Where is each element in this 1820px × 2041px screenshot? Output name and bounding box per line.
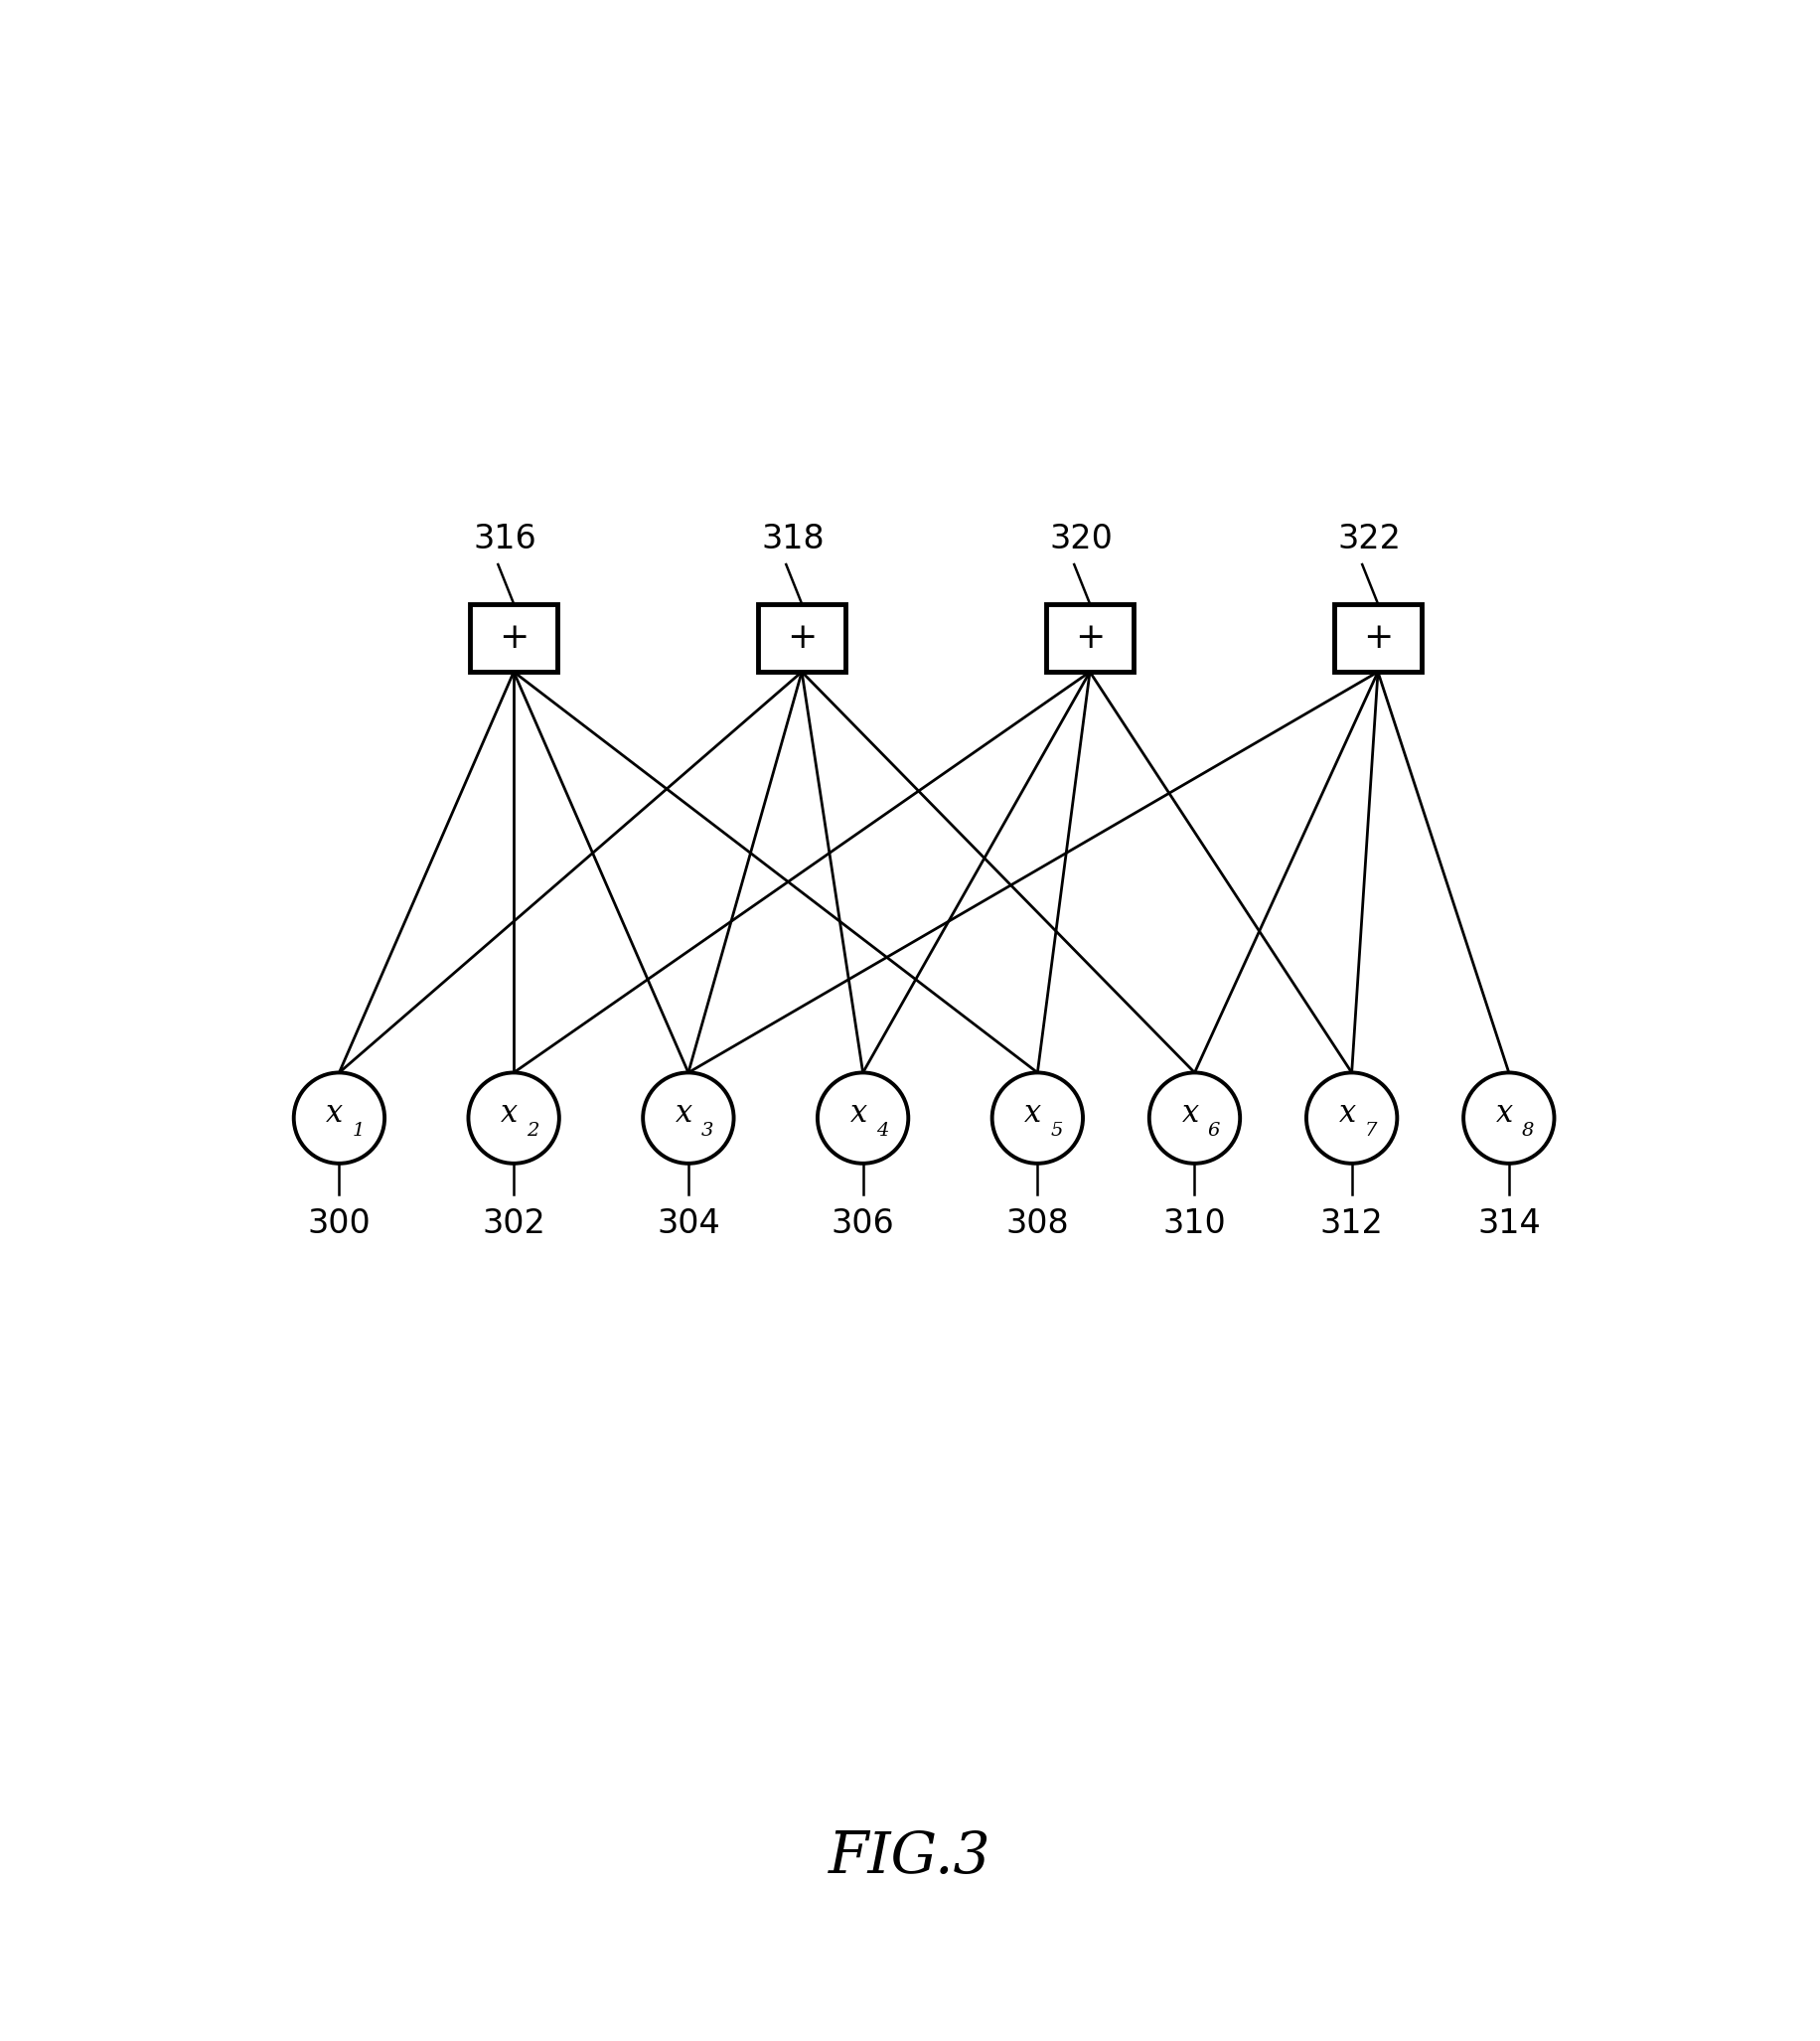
- Text: +: +: [786, 620, 817, 655]
- Text: +: +: [1363, 620, 1392, 655]
- Text: 3: 3: [701, 1123, 713, 1141]
- Text: x: x: [850, 1098, 866, 1129]
- Text: 312: 312: [1320, 1206, 1383, 1239]
- Text: 304: 304: [657, 1206, 721, 1239]
- Text: x: x: [1496, 1098, 1512, 1129]
- Circle shape: [468, 1074, 559, 1163]
- Text: 306: 306: [832, 1206, 895, 1239]
- Text: x: x: [1025, 1098, 1041, 1129]
- Text: x: x: [675, 1098, 693, 1129]
- Circle shape: [817, 1074, 908, 1163]
- Text: 300: 300: [308, 1206, 371, 1239]
- Text: 7: 7: [1365, 1123, 1378, 1141]
- Text: 318: 318: [761, 522, 824, 555]
- Text: x: x: [1181, 1098, 1199, 1129]
- Circle shape: [1148, 1074, 1239, 1163]
- Circle shape: [642, 1074, 733, 1163]
- Text: 302: 302: [482, 1206, 546, 1239]
- Text: 314: 314: [1478, 1206, 1540, 1239]
- Text: x: x: [501, 1098, 519, 1129]
- Text: 316: 316: [473, 522, 537, 555]
- Text: 308: 308: [1006, 1206, 1068, 1239]
- Text: 2: 2: [526, 1123, 539, 1141]
- Text: 4: 4: [875, 1123, 888, 1141]
- Text: 6: 6: [1208, 1123, 1219, 1141]
- FancyBboxPatch shape: [470, 604, 557, 671]
- Text: 320: 320: [1050, 522, 1112, 555]
- Circle shape: [1307, 1074, 1398, 1163]
- Text: FIG.3: FIG.3: [828, 1829, 992, 1886]
- Text: 5: 5: [1050, 1123, 1063, 1141]
- Text: +: +: [1076, 620, 1105, 655]
- Text: +: +: [499, 620, 530, 655]
- Circle shape: [293, 1074, 384, 1163]
- Text: x: x: [1340, 1098, 1356, 1129]
- Text: x: x: [326, 1098, 344, 1129]
- Text: 322: 322: [1338, 522, 1401, 555]
- Circle shape: [992, 1074, 1083, 1163]
- Circle shape: [1463, 1074, 1554, 1163]
- FancyBboxPatch shape: [1046, 604, 1134, 671]
- FancyBboxPatch shape: [1334, 604, 1421, 671]
- Text: 1: 1: [353, 1123, 364, 1141]
- FancyBboxPatch shape: [759, 604, 846, 671]
- Text: 310: 310: [1163, 1206, 1227, 1239]
- Text: 8: 8: [1522, 1123, 1534, 1141]
